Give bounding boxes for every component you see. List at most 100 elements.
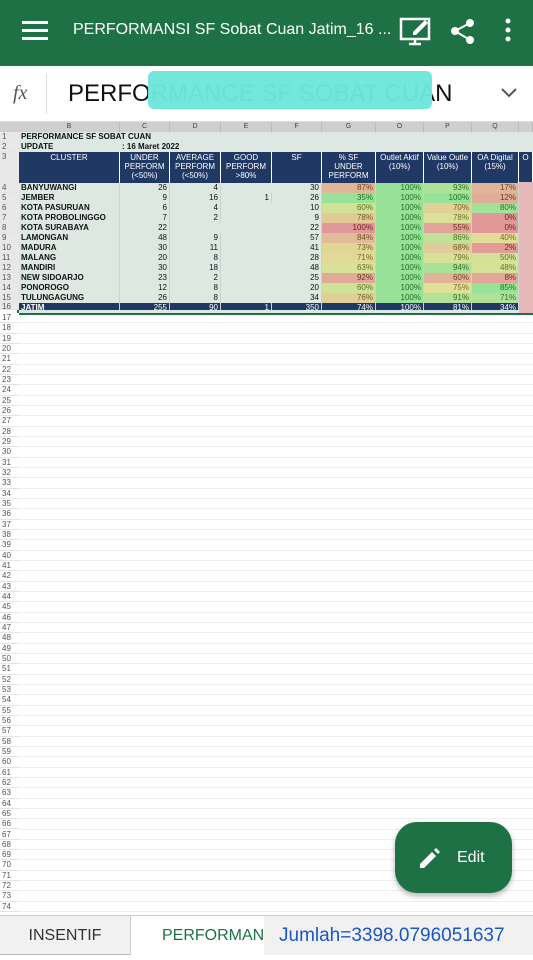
grid-line [19,497,533,499]
data-cell: 100% [376,273,424,283]
row-number: 47 [0,622,19,634]
data-cell: 100% [376,223,424,233]
row-number: 8 [0,223,19,233]
grid-line [19,735,533,737]
edit-button[interactable]: Edit [395,822,512,893]
grid-line [19,632,533,634]
grid-line [19,528,533,530]
more-icon[interactable] [503,18,513,44]
row-number: 53 [0,684,19,696]
grid-line [19,322,533,324]
share-icon[interactable] [450,18,476,46]
grid-line [19,880,533,882]
divider [46,74,47,114]
grid-line [19,849,533,851]
grid-line [19,508,533,510]
grid-line [19,404,533,406]
row-number: 13 [0,273,19,283]
sheet-tab-active[interactable]: PERFORMANC [131,916,271,955]
data-cell: 50% [472,253,519,263]
edit-label: Edit [457,849,485,866]
grid-line [19,807,533,809]
grid-line [19,394,533,396]
grid-line [19,466,533,468]
data-cell: 78% [424,213,472,223]
grid-line [19,590,533,592]
header-cell: O [519,152,533,183]
data-cell: 100% [376,263,424,273]
total-cell: 81% [424,303,472,310]
data-cell: MALANG [19,253,120,263]
row-number: 71 [0,870,19,882]
row-number: 4 [0,183,19,193]
row-number: 20 [0,343,19,355]
row-number: 11 [0,253,19,263]
row-number: 39 [0,540,19,551]
row-number: 60 [0,757,19,768]
row-number: 18 [0,323,19,334]
row-number: 34 [0,488,19,499]
menu-icon[interactable] [22,20,50,42]
data-cell: 100% [376,183,424,193]
grid-line [19,621,533,623]
row-number: 25 [0,395,19,406]
row-number: 2 [0,142,19,152]
grid-line [19,611,533,613]
data-cell: 87% [322,183,376,193]
data-cell: BANYUWANGI [19,183,120,193]
grid-line [19,353,533,355]
row-number: 23 [0,374,19,386]
row-number: 3 [0,152,19,183]
grid-line [19,580,533,582]
redaction [148,71,432,109]
row-number: 19 [0,333,19,344]
row-number: 36 [0,509,19,520]
data-cell: 2% [472,243,519,253]
total-cell: 74% [322,303,376,310]
grid-line [19,601,533,603]
row-number: 54 [0,695,19,706]
bottom-border [19,313,533,315]
data-cell: 8 [170,283,221,293]
data-cell: 26 [120,183,170,193]
column-header: O [376,122,424,132]
row-number: 49 [0,643,19,654]
data-cell: 9 [272,213,322,223]
data-cell: TULUNGAGUNG [19,293,120,303]
present-icon[interactable] [399,14,435,46]
grid-line [19,487,533,489]
grid-line [19,642,533,644]
data-cell: 40% [472,233,519,243]
row-number: 38 [0,529,19,541]
header-cell: GOOD PERFORM >80% [221,152,272,183]
row-number: 74 [0,901,19,913]
row-number: 64 [0,798,19,809]
status-sum: Jumlah=3398.0796051637 [264,916,533,955]
row-number: 1 [0,132,19,142]
data-cell: 48% [472,263,519,273]
row-number: 62 [0,777,19,789]
total-cell: 100% [376,303,424,310]
update-label: UPDATE [21,142,54,151]
header-cell: OA Digital (15%) [472,152,519,183]
data-cell: 100% [424,193,472,203]
grid-line [19,766,533,768]
data-cell: 9 [120,193,170,203]
data-cell: 20 [272,283,322,293]
data-cell: 73% [322,243,376,253]
row-number: 5 [0,193,19,203]
data-cell: KOTA PASURUAN [19,203,120,213]
data-cell: 63% [322,263,376,273]
row-number: 72 [0,881,19,892]
expand-icon[interactable] [500,87,518,99]
data-cell: 60% [322,283,376,293]
data-cell: 6 [120,203,170,213]
data-cell: 68% [424,243,472,253]
grid-line [19,477,533,479]
data-cell: 30 [272,183,322,193]
sheet-tab[interactable]: INSENTIF [0,916,131,955]
data-cell: 48 [120,233,170,243]
data-cell: 79% [424,253,472,263]
grid-line [19,332,533,334]
column-header: Q [472,122,519,132]
